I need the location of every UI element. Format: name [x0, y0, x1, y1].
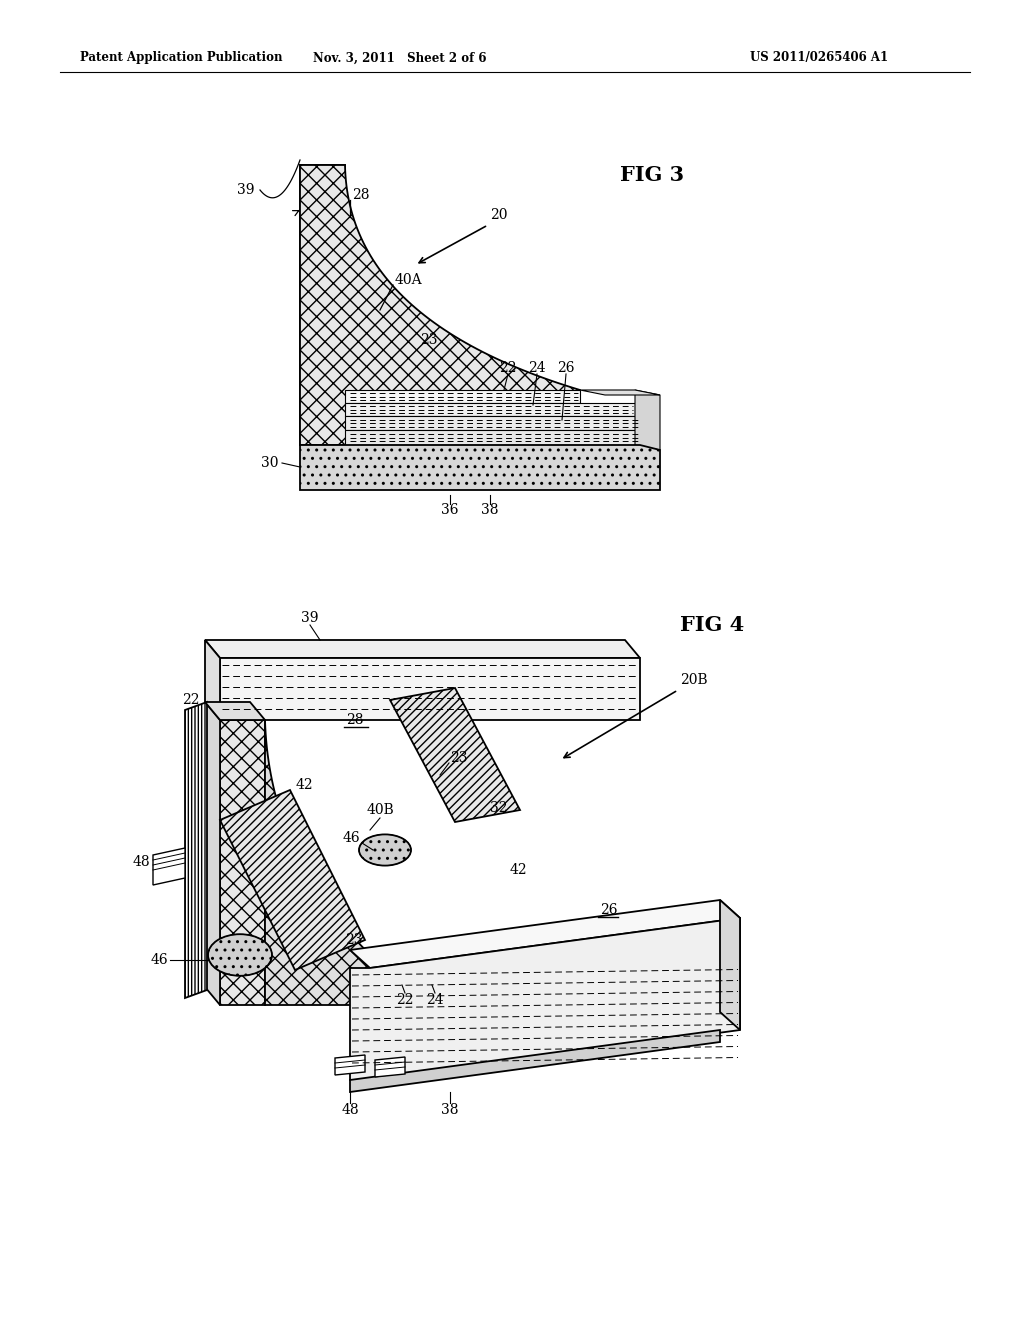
Text: 23: 23 [420, 333, 437, 347]
Text: 38: 38 [441, 1104, 459, 1117]
Text: 42: 42 [510, 863, 527, 876]
Text: 20: 20 [490, 209, 508, 222]
Text: 30: 30 [260, 455, 278, 470]
Polygon shape [375, 1057, 406, 1077]
Text: 38: 38 [481, 503, 499, 517]
Text: FIG 4: FIG 4 [680, 615, 744, 635]
Polygon shape [350, 1030, 720, 1092]
Polygon shape [350, 900, 740, 968]
Polygon shape [185, 702, 207, 998]
Polygon shape [300, 165, 345, 445]
Polygon shape [345, 416, 640, 430]
Text: 26: 26 [600, 903, 617, 917]
Text: 22: 22 [500, 360, 517, 375]
Polygon shape [335, 1055, 365, 1074]
Text: Patent Application Publication: Patent Application Publication [80, 51, 283, 65]
Polygon shape [390, 688, 520, 822]
Text: US 2011/0265406 A1: US 2011/0265406 A1 [750, 51, 888, 65]
Text: 39: 39 [301, 611, 318, 624]
Ellipse shape [208, 935, 272, 975]
Text: 26: 26 [557, 360, 574, 375]
Text: 32: 32 [490, 801, 508, 814]
Text: 28: 28 [346, 713, 364, 727]
Text: 40A: 40A [395, 273, 423, 286]
Polygon shape [300, 445, 660, 490]
Text: 48: 48 [341, 1104, 358, 1117]
Text: 24: 24 [528, 360, 546, 375]
Polygon shape [220, 719, 265, 1005]
Text: 36: 36 [441, 503, 459, 517]
Polygon shape [205, 640, 640, 657]
Polygon shape [300, 165, 580, 445]
Polygon shape [635, 389, 660, 450]
Text: 22: 22 [182, 693, 200, 708]
Text: 39: 39 [238, 183, 255, 197]
Polygon shape [205, 702, 265, 719]
Polygon shape [153, 847, 185, 884]
Text: 24: 24 [426, 993, 443, 1007]
Polygon shape [345, 430, 640, 445]
Ellipse shape [359, 834, 411, 866]
Polygon shape [220, 789, 365, 970]
Text: 23: 23 [450, 751, 468, 766]
Polygon shape [345, 403, 635, 416]
Polygon shape [205, 640, 220, 719]
Text: 46: 46 [151, 953, 168, 968]
Text: 42: 42 [296, 777, 313, 792]
Text: FIG 3: FIG 3 [620, 165, 684, 185]
Text: 28: 28 [352, 187, 370, 202]
Polygon shape [220, 657, 640, 719]
Polygon shape [580, 389, 660, 395]
Text: 20B: 20B [680, 673, 708, 686]
Polygon shape [720, 900, 740, 1030]
Text: 48: 48 [132, 855, 150, 869]
Text: Nov. 3, 2011   Sheet 2 of 6: Nov. 3, 2011 Sheet 2 of 6 [313, 51, 486, 65]
Polygon shape [345, 389, 580, 403]
Polygon shape [350, 917, 740, 1080]
Polygon shape [205, 702, 220, 1005]
Text: 22: 22 [396, 993, 414, 1007]
Polygon shape [265, 719, 430, 1005]
Text: 46: 46 [342, 832, 360, 845]
Text: 23: 23 [345, 933, 362, 946]
Text: 40B: 40B [367, 803, 394, 817]
